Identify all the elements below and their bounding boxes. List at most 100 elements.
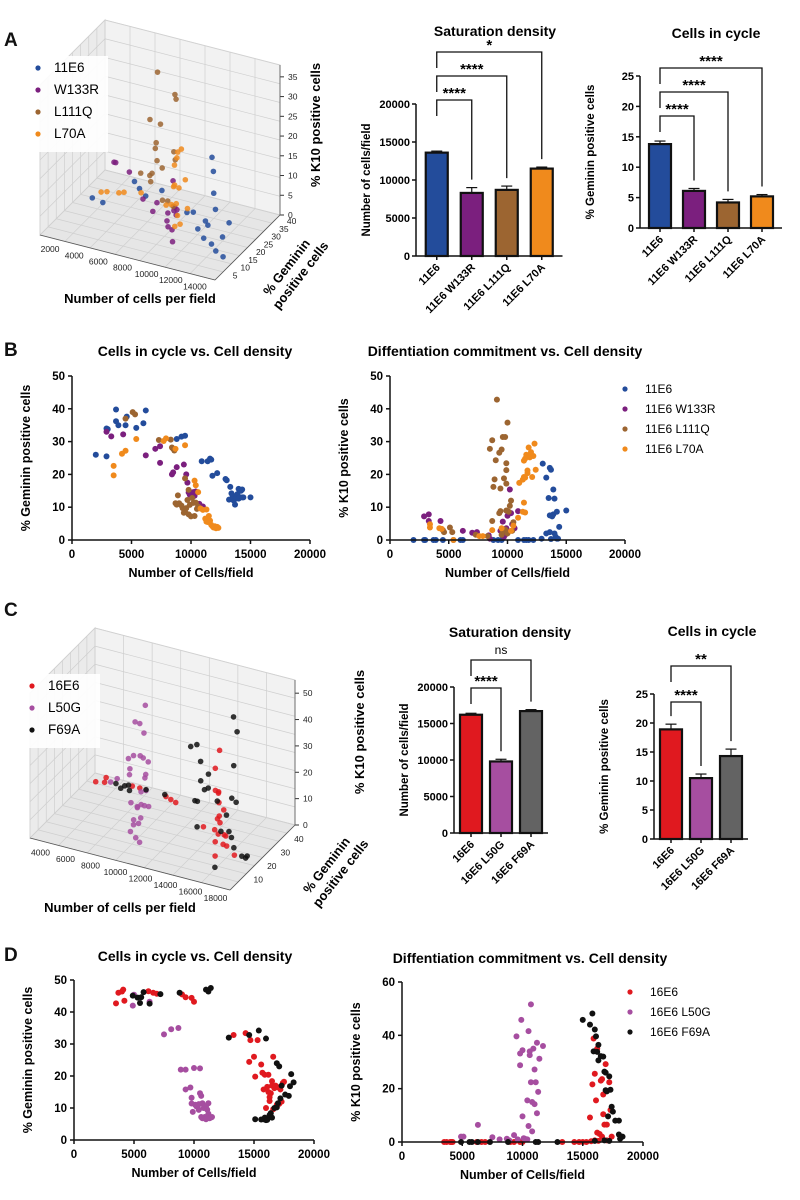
- significance-label: *: [486, 37, 492, 54]
- data-point-16e6-f69a: [252, 1116, 259, 1123]
- y-axis-label: % Geminin positive cells: [19, 385, 33, 532]
- data-point-f69a: [231, 844, 237, 851]
- x-tick-label: 6000: [56, 854, 75, 864]
- data-point-11e6-l111q: [503, 460, 510, 467]
- data-point-f69a: [218, 828, 224, 835]
- data-point-11e6-l111q: [132, 411, 139, 418]
- data-point-l111q: [157, 121, 164, 127]
- significance-bracket: [670, 665, 732, 742]
- data-point-16e6-l50g: [519, 1113, 526, 1120]
- panel-a-saturation-bar-chart: Saturation density 0 5000 10000 15000 20000 Nu…: [361, 23, 563, 316]
- data-point-l50g: [132, 834, 139, 841]
- data-point-16e6-l50g: [527, 1001, 534, 1008]
- data-point-11e6: [89, 195, 96, 201]
- data-point-16e6: [254, 1037, 261, 1044]
- x-tick-label: 12000: [159, 275, 183, 285]
- legend-marker: [627, 1029, 633, 1035]
- grid-line: [94, 645, 296, 699]
- legend-label: L111Q: [54, 104, 93, 119]
- grid-line: [29, 754, 96, 821]
- y-tick-label: 40: [294, 834, 304, 844]
- bar-11e6-w133r: [681, 189, 707, 230]
- data-point-11e6: [173, 435, 180, 442]
- z-tick-label: 25: [288, 111, 298, 121]
- chart-title: Cells in cycle vs. Cell density: [98, 948, 293, 964]
- data-point-11e6-l111q: [503, 467, 510, 474]
- grid-line: [94, 627, 296, 681]
- data-point-l50g: [130, 821, 137, 828]
- data-point-16e6-l50g: [182, 1086, 189, 1093]
- data-point-11e6: [213, 248, 219, 254]
- data-point-l111q: [147, 116, 153, 123]
- data-point-11e6-l111q: [503, 480, 510, 487]
- data-point-16e6: [172, 799, 179, 806]
- z-tick-label: 0: [303, 820, 308, 830]
- z-tick-label: 20: [303, 767, 313, 777]
- data-point-16e6: [92, 778, 99, 785]
- data-point-16e6-f69a: [225, 1034, 232, 1041]
- data-point-16e6-l50g: [514, 1136, 521, 1143]
- data-point-l111q: [173, 96, 179, 102]
- x-axis-label: Number of Cells/field: [445, 566, 570, 580]
- chart-title: Saturation density: [434, 23, 556, 39]
- legend-label: F69A: [48, 722, 80, 737]
- panel-label-d: D: [4, 945, 18, 966]
- data-point-l50g: [142, 771, 149, 778]
- data-point-16e6-l50g: [460, 1133, 467, 1140]
- data-point-11e6: [140, 420, 147, 427]
- data-point-11e6-l70a: [172, 445, 179, 452]
- data-point-16e6: [606, 1079, 613, 1086]
- x-axis: [29, 837, 231, 891]
- data-point-f69a: [228, 834, 235, 841]
- y-axis-label: % Geminin positive cells: [585, 85, 597, 220]
- z-tick-label: 30: [288, 92, 298, 102]
- y-tick-label: 20: [622, 101, 634, 113]
- data-point-11e6: [240, 494, 247, 501]
- data-point-l50g: [135, 820, 142, 827]
- data-point-16e6: [211, 826, 218, 833]
- data-point-16e6: [191, 998, 197, 1005]
- data-point-11e6-w133r: [108, 433, 115, 440]
- data-point-l50g: [127, 828, 134, 835]
- x-tick-label: 15000: [567, 1151, 599, 1163]
- y-tick-label: 0: [59, 535, 65, 547]
- data-point-16e6-l50g: [513, 1033, 520, 1040]
- data-point-16e6-f69a: [246, 1032, 253, 1039]
- data-point-l111q: [159, 165, 166, 171]
- chart-title: Cells in cycle: [668, 623, 757, 639]
- data-point-16e6-l50g: [205, 1100, 212, 1107]
- panel-b-cycle-scatter: Cells in cycle vs. Cell density 0 10 20 30 40…: [19, 343, 326, 580]
- data-point-11e6-l70a: [163, 435, 170, 442]
- x-tick-label: 11E6: [640, 234, 666, 260]
- data-point-11e6-l70a: [508, 527, 515, 534]
- y-tick-label: 5: [233, 270, 238, 280]
- data-point-f69a: [242, 855, 249, 861]
- bar-16e6: [658, 728, 684, 841]
- y-tick-label: 5: [642, 805, 648, 817]
- data-point-16e6-f69a: [586, 1021, 593, 1028]
- data-point-16e6-l50g: [177, 1066, 184, 1073]
- data-point-11e6: [220, 253, 226, 260]
- legend-marker: [29, 705, 35, 711]
- data-point-16e6-l50g: [525, 1028, 532, 1035]
- data-point-16e6: [264, 1083, 271, 1090]
- grid-line: [94, 736, 296, 790]
- data-point-16e6: [214, 816, 221, 822]
- x-tick-label: 16E6: [450, 839, 477, 866]
- x-tick-label: 18000: [204, 893, 228, 903]
- z-tick-label: 30: [303, 741, 313, 751]
- data-point-l70a: [121, 189, 127, 196]
- data-point-11e6-w133r: [170, 469, 177, 476]
- data-point-11e6-w133r: [459, 527, 466, 534]
- data-point-16e6-l50g: [511, 1132, 518, 1139]
- data-point-11e6-w133r: [157, 443, 164, 450]
- y-axis-label: % Geminin positive cells: [21, 987, 35, 1134]
- data-point-16e6-f69a: [591, 1026, 598, 1033]
- data-point-f69a: [197, 778, 204, 784]
- data-point-11e6-l111q: [484, 533, 491, 540]
- data-point-11e6-l111q: [167, 436, 174, 443]
- significance-bracket: [659, 67, 763, 187]
- data-point-11e6: [555, 535, 562, 542]
- data-point-w133r: [126, 169, 133, 175]
- data-point-11e6-l70a: [479, 533, 486, 540]
